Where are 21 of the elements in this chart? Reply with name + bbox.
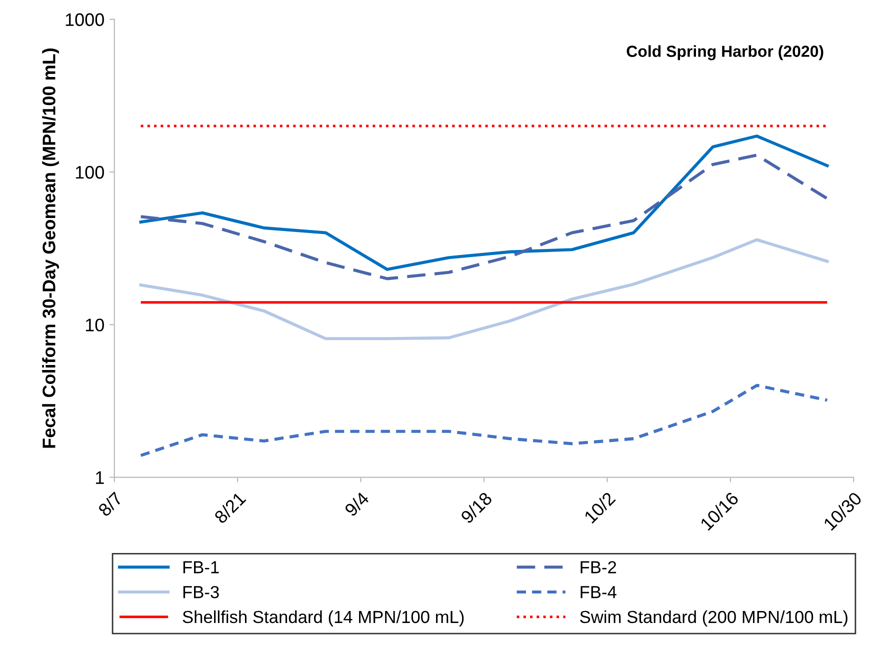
y-tick-label: 10 (86, 318, 104, 332)
legend-label: Shellfish Standard (14 MPN/100 mL) (182, 610, 464, 627)
legend-label: Swim Standard (200 MPN/100 mL) (580, 610, 848, 627)
y-axis-title: Fecal Coliform 30-Day Geomean (MPN/100 mL) (42, 48, 59, 448)
text: Cold Spring Harbor (2020) (626, 45, 824, 60)
legend-label: FB-2 (580, 561, 616, 574)
x-tick-label: 8/7 (97, 491, 124, 518)
legend-label: FB-4 (580, 586, 616, 598)
x-tick-label: 9/18 (460, 491, 493, 524)
x-tick-label: 10/2 (583, 491, 616, 524)
line-series (139, 154, 829, 280)
legend-label: FB-1 (183, 561, 219, 574)
x-tick-label: 9/4 (344, 490, 370, 518)
y-tick-label: 1 (96, 471, 104, 484)
line-series (139, 384, 829, 457)
x-tick-label: 8/21 (213, 491, 246, 524)
legend-label: FB-3 (183, 586, 219, 598)
y-tick-label: 1000 (66, 13, 104, 26)
line-series (139, 134, 829, 271)
line-series (139, 238, 829, 340)
y-tick-label: 100 (76, 166, 104, 179)
